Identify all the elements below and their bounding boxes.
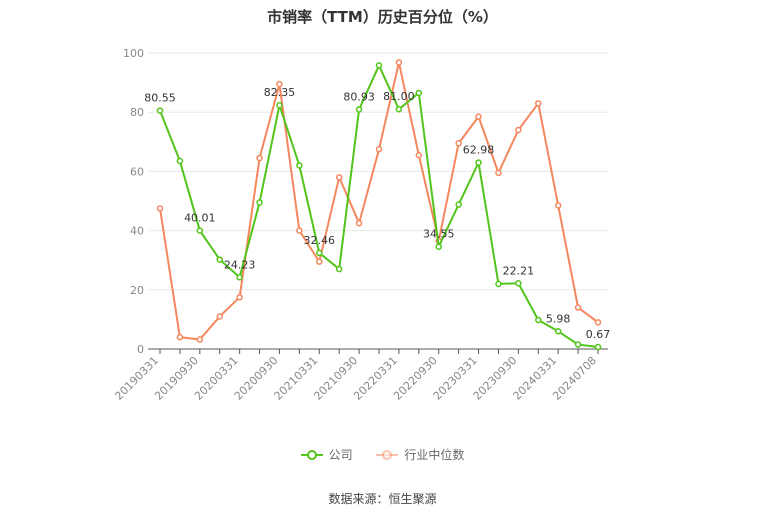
industry-point bbox=[355, 219, 363, 227]
company-point bbox=[594, 343, 602, 351]
industry-point bbox=[236, 293, 243, 301]
legend-industry-icon bbox=[376, 449, 399, 460]
industry-point bbox=[216, 313, 223, 320]
y-tick-label: 80 bbox=[130, 106, 144, 119]
industry-point bbox=[574, 304, 582, 311]
data-labels: 80.55 40.01 24.23 82.35 32.46 80.93 81.00 34.55… bbox=[144, 86, 610, 341]
industry-point bbox=[455, 140, 462, 147]
x-axis: 2019033120190930202003312020093020210331… bbox=[112, 348, 608, 403]
legend-item-company[interactable]: 公司 bbox=[300, 446, 353, 463]
data-source: 数据来源：恒生聚源 bbox=[328, 492, 437, 506]
legend-company-icon bbox=[300, 449, 323, 460]
y-tick-label: 40 bbox=[130, 225, 144, 238]
data-label: 0.67 bbox=[586, 328, 611, 341]
x-tick-label: 20240708 bbox=[550, 354, 599, 403]
company-point bbox=[495, 280, 502, 288]
y-axis-ticks: 0 20 40 60 80 100 bbox=[123, 47, 144, 356]
company-point bbox=[535, 316, 542, 324]
industry-point bbox=[335, 174, 343, 181]
company-point bbox=[455, 201, 462, 208]
data-label: 40.01 bbox=[184, 212, 216, 225]
industry-point bbox=[316, 258, 323, 265]
legend-company-label: 公司 bbox=[328, 448, 353, 462]
company-point bbox=[236, 274, 243, 281]
y-tick-label: 60 bbox=[130, 165, 144, 178]
industry-point bbox=[554, 202, 562, 209]
industry-point bbox=[375, 145, 383, 153]
data-label: 81.00 bbox=[383, 90, 415, 103]
y-tick-label: 100 bbox=[123, 47, 144, 60]
company-point bbox=[296, 162, 303, 169]
data-label: 82.35 bbox=[264, 86, 296, 99]
industry-point bbox=[535, 100, 542, 107]
legend-item-industry[interactable]: 行业中位数 bbox=[376, 446, 464, 463]
data-label: 22.21 bbox=[503, 264, 535, 277]
company-point bbox=[316, 249, 323, 257]
industry-point bbox=[196, 336, 204, 343]
industry-point bbox=[176, 333, 184, 341]
data-label: 32.46 bbox=[304, 234, 336, 247]
industry-point bbox=[415, 151, 423, 159]
data-label: 5.98 bbox=[546, 312, 571, 325]
chart-title: 市销率（TTM）历史百分位（%） bbox=[267, 8, 498, 26]
series-lines bbox=[156, 59, 602, 351]
company-point bbox=[355, 106, 363, 113]
company-point bbox=[256, 199, 263, 206]
industry-point bbox=[276, 80, 283, 88]
industry-point bbox=[156, 205, 164, 212]
industry-point bbox=[256, 154, 263, 162]
data-label: 34.55 bbox=[423, 228, 455, 241]
company-point bbox=[435, 243, 442, 250]
data-label: 62.98 bbox=[463, 144, 495, 157]
y-tick-label: 20 bbox=[130, 284, 144, 297]
company-line bbox=[159, 64, 599, 349]
company-point bbox=[216, 256, 223, 263]
industry-point bbox=[594, 319, 602, 326]
company-point bbox=[156, 107, 164, 114]
company-point bbox=[276, 101, 283, 109]
legend-industry-label: 行业中位数 bbox=[404, 448, 465, 462]
company-point bbox=[375, 62, 383, 69]
data-label: 24.23 bbox=[224, 258, 256, 271]
industry-point bbox=[475, 113, 482, 120]
legend: 公司 行业中位数 bbox=[0, 446, 765, 464]
data-label: 80.55 bbox=[144, 92, 176, 105]
company-point bbox=[554, 328, 562, 335]
company-point bbox=[395, 105, 403, 113]
industry-point bbox=[296, 227, 303, 234]
company-point bbox=[335, 265, 343, 273]
company-point bbox=[574, 341, 582, 348]
data-label: 80.93 bbox=[343, 90, 375, 103]
company-point bbox=[176, 157, 184, 165]
line-chart: 0 20 40 60 80 100 201903312019093020200331202… bbox=[112, 47, 610, 403]
company-point bbox=[415, 89, 423, 97]
industry-point bbox=[515, 126, 522, 134]
company-point bbox=[196, 227, 204, 234]
y-tick-label: 0 bbox=[137, 343, 144, 356]
industry-line bbox=[159, 61, 599, 341]
company-point bbox=[515, 280, 522, 287]
company-point bbox=[475, 159, 482, 166]
industry-point bbox=[395, 59, 403, 66]
industry-point bbox=[495, 169, 502, 177]
